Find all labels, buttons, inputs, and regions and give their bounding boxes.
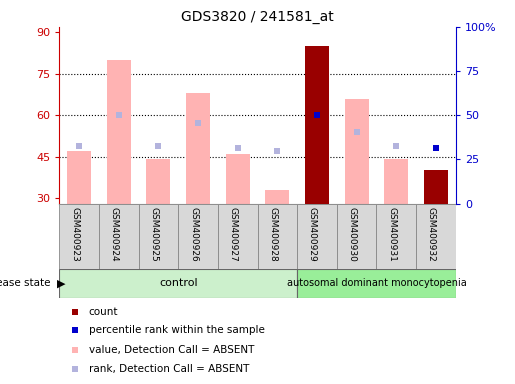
- Bar: [218, 204, 258, 269]
- Text: GSM400925: GSM400925: [149, 207, 159, 262]
- Text: GSM400923: GSM400923: [70, 207, 79, 262]
- Bar: [59, 204, 99, 269]
- Bar: [226, 154, 250, 204]
- Bar: [416, 204, 456, 269]
- Text: GSM400931: GSM400931: [387, 207, 397, 262]
- Bar: [59, 269, 297, 298]
- Text: percentile rank within the sample: percentile rank within the sample: [89, 325, 265, 335]
- Text: disease state: disease state: [0, 278, 54, 288]
- Bar: [107, 60, 131, 204]
- Text: count: count: [89, 306, 118, 317]
- Text: control: control: [159, 278, 197, 288]
- Text: autosomal dominant monocytopenia: autosomal dominant monocytopenia: [286, 278, 467, 288]
- Title: GDS3820 / 241581_at: GDS3820 / 241581_at: [181, 10, 334, 25]
- Text: GSM400929: GSM400929: [308, 207, 317, 262]
- Text: GSM400927: GSM400927: [229, 207, 238, 262]
- Bar: [67, 151, 91, 204]
- Bar: [99, 204, 139, 269]
- Text: value, Detection Call = ABSENT: value, Detection Call = ABSENT: [89, 344, 254, 354]
- Text: GSM400932: GSM400932: [427, 207, 436, 262]
- Bar: [305, 46, 329, 204]
- Bar: [258, 204, 297, 269]
- Bar: [376, 204, 416, 269]
- Text: ▶: ▶: [57, 278, 65, 288]
- Text: rank, Detection Call = ABSENT: rank, Detection Call = ABSENT: [89, 364, 249, 374]
- Bar: [186, 93, 210, 204]
- Bar: [265, 190, 289, 204]
- Bar: [384, 159, 408, 204]
- Text: GSM400930: GSM400930: [348, 207, 356, 262]
- Text: GSM400928: GSM400928: [268, 207, 277, 262]
- Text: GSM400926: GSM400926: [189, 207, 198, 262]
- Bar: [424, 170, 448, 204]
- Bar: [297, 269, 456, 298]
- Bar: [345, 99, 369, 204]
- Bar: [297, 204, 337, 269]
- Text: GSM400924: GSM400924: [110, 207, 118, 262]
- Bar: [146, 159, 170, 204]
- Bar: [178, 204, 218, 269]
- Bar: [337, 204, 376, 269]
- Bar: [139, 204, 178, 269]
